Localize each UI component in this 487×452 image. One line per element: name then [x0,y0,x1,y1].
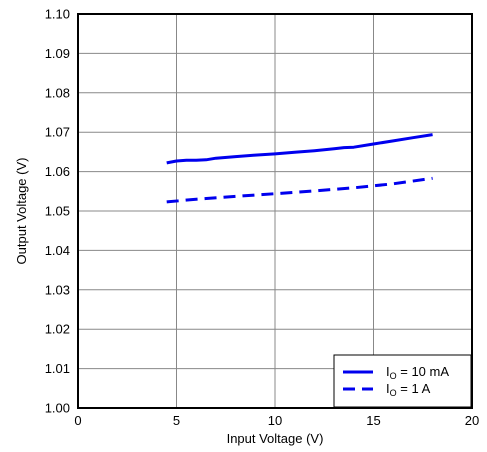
series-line-io-1a [166,176,433,204]
y-tick-label: 1.02 [45,322,70,337]
y-tick-label: 1.04 [45,243,70,258]
legend-entry-10ma: IO = 10 mA [386,364,449,381]
y-tick-label: 1.06 [45,164,70,179]
y-tick-labels: 1.00 1.01 1.02 1.03 1.04 1.05 1.06 1.07 1.08 1.09… [45,7,70,416]
legend-box [333,354,472,408]
y-tick-label: 1.03 [45,282,70,297]
y-axis-label: Output Voltage (V) [14,158,29,265]
x-tick-label: 10 [268,413,282,428]
x-axis-label: Input Voltage (V) [227,431,324,446]
y-tick-label: 1.10 [45,7,70,22]
grid-lines [78,14,472,408]
y-tick-label: 1.00 [45,401,70,416]
y-tick-label: 1.09 [45,46,70,61]
series-line-io-10ma [166,133,433,165]
y-tick-label: 1.05 [45,204,70,219]
x-tick-label: 20 [465,413,479,428]
y-tick-label: 1.01 [45,361,70,376]
series-layer [166,133,433,204]
x-tick-labels: 0 5 10 15 20 [74,413,479,428]
x-tick-label: 0 [74,413,81,428]
plot-frame [77,13,473,409]
x-tick-label: 15 [366,413,380,428]
y-tick-label: 1.08 [45,85,70,100]
y-tick-label: 1.07 [45,125,70,140]
legend: IO = 10 mA IO = 1 A [333,354,472,408]
legend-entry-1a: IO = 1 A [386,381,431,398]
x-tick-label: 5 [173,413,180,428]
